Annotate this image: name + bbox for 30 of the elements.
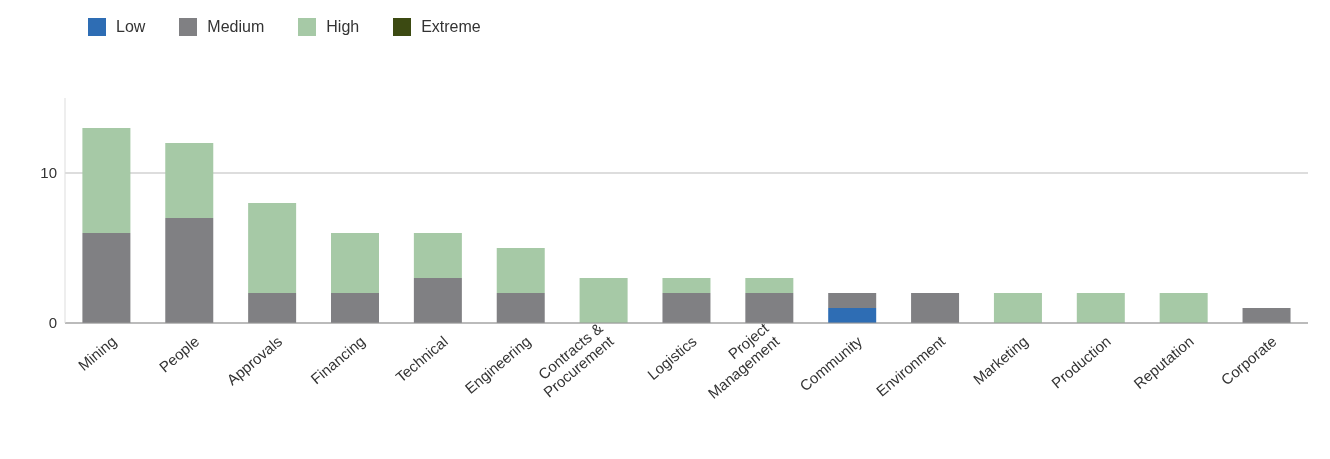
bar <box>331 293 379 323</box>
legend-label: Low <box>116 18 146 36</box>
bar <box>745 278 794 293</box>
bar <box>993 293 1042 323</box>
bar <box>662 278 711 293</box>
y-tick-label: 0 <box>48 314 57 332</box>
bar <box>413 233 462 278</box>
bar <box>165 218 214 323</box>
legend-label: Extreme <box>421 18 481 36</box>
legend-label: Medium <box>207 18 265 36</box>
bar <box>82 128 131 233</box>
bar <box>165 143 214 218</box>
bar <box>331 233 379 293</box>
y-tick-label: 10 <box>40 164 57 182</box>
bar <box>82 233 131 323</box>
bar <box>662 293 711 323</box>
bar <box>248 203 297 293</box>
bar <box>496 248 545 293</box>
bar <box>248 293 297 323</box>
bar <box>496 293 545 323</box>
bar <box>1159 293 1208 323</box>
bar <box>745 293 794 323</box>
bar <box>911 293 960 323</box>
legend-label: High <box>326 18 360 36</box>
bar <box>579 278 628 323</box>
bar <box>828 308 877 323</box>
bar <box>1076 293 1125 323</box>
bar <box>1242 308 1291 323</box>
bar <box>413 278 462 323</box>
bar <box>828 293 877 308</box>
